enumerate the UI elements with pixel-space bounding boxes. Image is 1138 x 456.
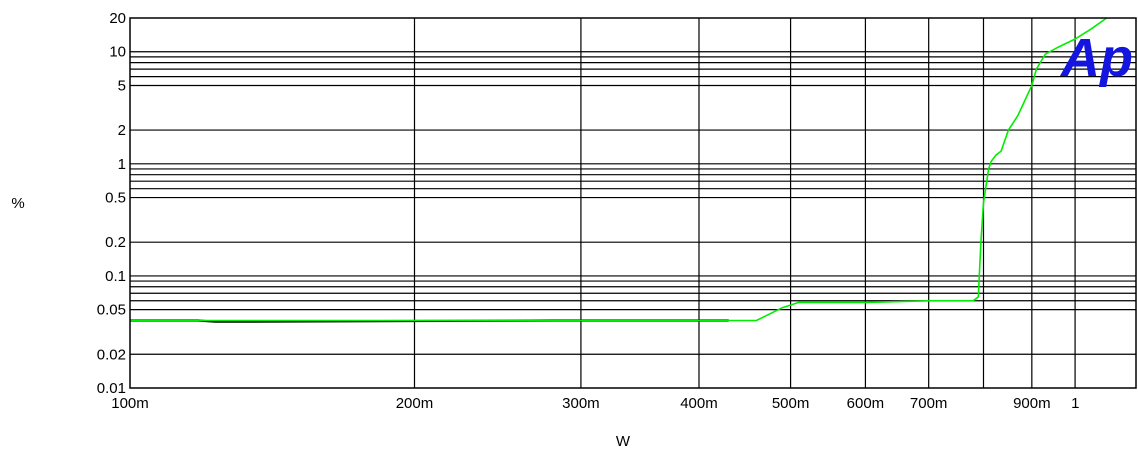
x-tick-label: 300m: [562, 395, 600, 412]
x-tick-label: 1: [1071, 395, 1079, 412]
x-tick-label: 900m: [1013, 395, 1051, 412]
grid-lines: [130, 18, 1136, 388]
x-tick-label: 400m: [680, 395, 718, 412]
y-tick-label: 0.5: [105, 190, 126, 207]
x-tick-label: 600m: [847, 395, 885, 412]
y-tick-label: 1: [118, 156, 126, 173]
ap-logo: Ap: [1059, 28, 1133, 88]
y-tick-label: 5: [118, 77, 126, 94]
y-tick-label: 0.02: [97, 346, 126, 363]
x-tick-label: 100m: [111, 395, 149, 412]
y-tick-label: 20: [109, 10, 126, 27]
x-tick-label: 700m: [910, 395, 948, 412]
y-tick-label: 0.05: [97, 302, 126, 319]
x-tick-label: 200m: [396, 395, 434, 412]
series-line-1: [130, 17, 1108, 322]
y-tick-label: 10: [109, 44, 126, 61]
y-tick-labels: 0.01 0.02 0.05 0.1 0.2 0.5 1 2 5 10 20: [97, 10, 126, 397]
plot-frame: [129, 17, 1137, 389]
y-tick-label: 0.2: [105, 234, 126, 251]
y-tick-label: 0.01: [97, 380, 126, 397]
x-tick-labels: 100m 200m 300m 400m 500m 600m 700m 900m 1: [111, 395, 1079, 412]
x-axis-label: W: [616, 433, 631, 450]
y-tick-label: 0.1: [105, 268, 126, 285]
x-tick-label: 500m: [772, 395, 810, 412]
y-axis-label: %: [11, 195, 24, 212]
data-series: [130, 17, 1108, 323]
y-tick-label: 2: [118, 122, 126, 139]
